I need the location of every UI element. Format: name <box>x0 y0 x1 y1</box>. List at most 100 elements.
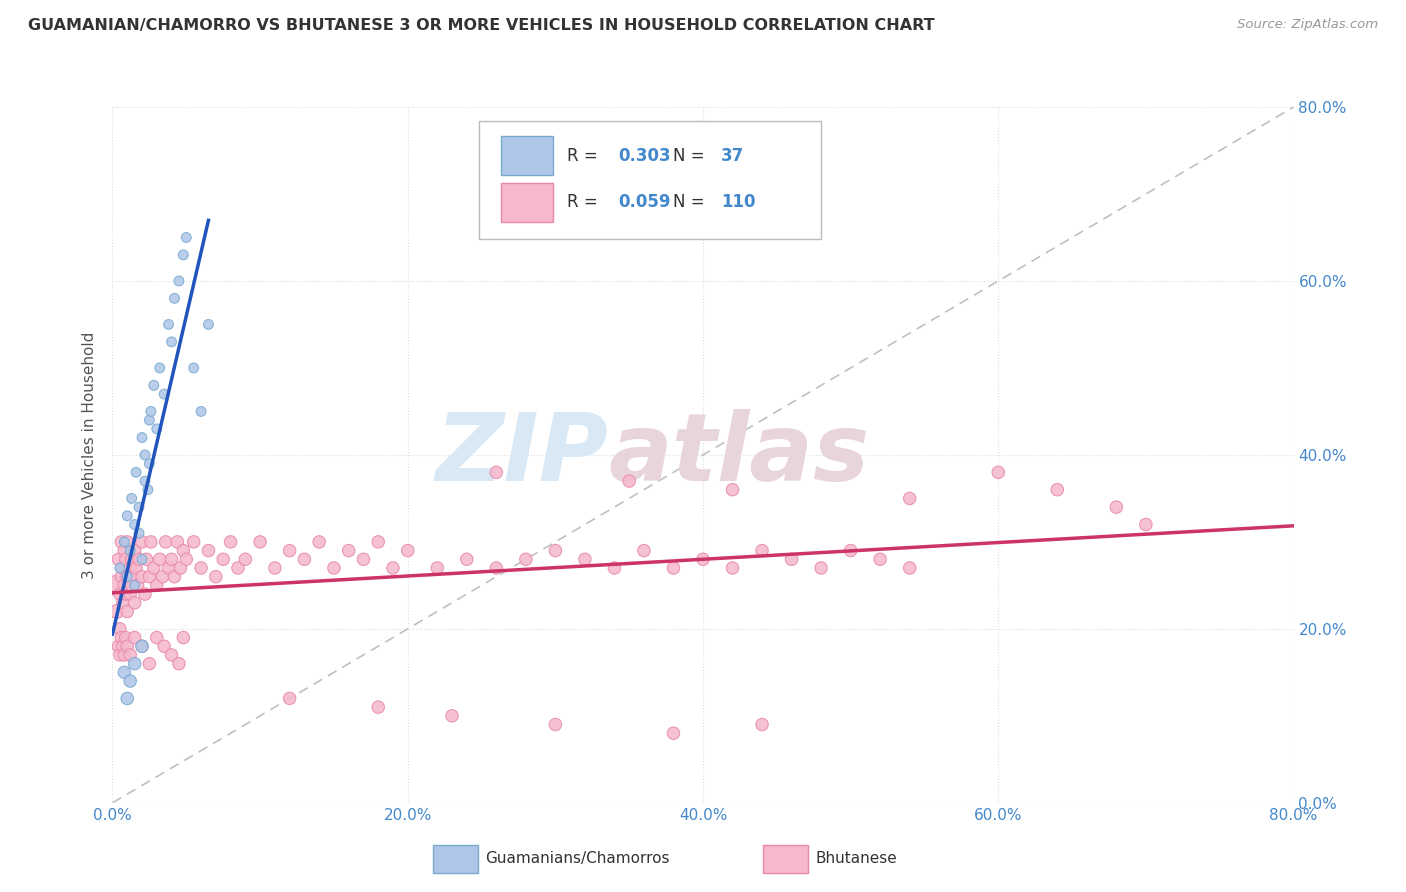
Point <box>139 404 162 418</box>
Point <box>146 631 169 645</box>
Point <box>153 387 176 401</box>
Point <box>169 561 191 575</box>
Point <box>108 561 131 575</box>
Text: Guamanians/Chamorros: Guamanians/Chamorros <box>485 852 669 866</box>
Point <box>131 639 153 653</box>
Point <box>1135 517 1157 532</box>
Point <box>337 543 360 558</box>
Text: GUAMANIAN/CHAMORRO VS BHUTANESE 3 OR MORE VEHICLES IN HOUSEHOLD CORRELATION CHAR: GUAMANIAN/CHAMORRO VS BHUTANESE 3 OR MOR… <box>28 18 935 33</box>
Point <box>441 708 464 723</box>
Text: N =: N = <box>673 147 710 165</box>
Point <box>124 631 146 645</box>
Point <box>107 639 129 653</box>
Point <box>125 561 148 575</box>
Text: R =: R = <box>567 194 603 211</box>
Point <box>120 543 142 558</box>
Point <box>146 422 169 436</box>
Point <box>153 639 176 653</box>
Point <box>138 570 160 584</box>
Point <box>692 552 714 566</box>
Text: Bhutanese: Bhutanese <box>815 852 897 866</box>
Point <box>111 596 134 610</box>
Point <box>323 561 346 575</box>
Point <box>112 543 135 558</box>
Point <box>117 639 138 653</box>
Point <box>721 483 744 497</box>
Point <box>367 534 389 549</box>
Point <box>135 552 157 566</box>
FancyBboxPatch shape <box>478 121 821 239</box>
Point <box>662 726 685 740</box>
Point <box>128 500 150 514</box>
Point <box>160 648 183 662</box>
Point <box>166 534 188 549</box>
Point <box>172 248 194 262</box>
Point <box>898 491 921 506</box>
Point <box>134 448 156 462</box>
Point <box>603 561 626 575</box>
Point <box>396 543 419 558</box>
Point <box>869 552 891 566</box>
Point <box>163 570 186 584</box>
Point <box>172 543 194 558</box>
Text: R =: R = <box>567 147 603 165</box>
Point <box>167 657 190 671</box>
FancyBboxPatch shape <box>501 183 553 222</box>
Point <box>110 570 132 584</box>
Point <box>898 561 921 575</box>
Point <box>108 622 131 636</box>
Point <box>134 474 156 488</box>
Point <box>122 570 145 584</box>
Point <box>108 648 131 662</box>
Point <box>544 543 567 558</box>
Point <box>426 561 449 575</box>
Point <box>544 717 567 731</box>
Point <box>190 404 212 418</box>
Point <box>124 517 146 532</box>
Point <box>138 457 160 471</box>
Point <box>110 534 132 549</box>
Point <box>131 639 153 653</box>
Point <box>197 543 219 558</box>
Point <box>117 570 138 584</box>
Point <box>219 534 242 549</box>
Point <box>117 570 138 584</box>
Point <box>121 552 143 566</box>
Point <box>142 378 165 392</box>
Point <box>574 552 596 566</box>
Point <box>138 657 160 671</box>
Point <box>142 561 165 575</box>
Text: N =: N = <box>673 194 710 211</box>
Point <box>485 561 508 575</box>
Point <box>1046 483 1069 497</box>
Point <box>149 360 172 375</box>
Point <box>205 570 228 584</box>
Point <box>131 431 153 445</box>
Point <box>112 578 135 592</box>
Point <box>124 596 146 610</box>
Point <box>112 648 135 662</box>
Point <box>136 483 159 497</box>
Point <box>146 578 169 592</box>
Point <box>456 552 478 566</box>
Point <box>152 570 174 584</box>
Point <box>183 534 205 549</box>
Point <box>125 466 148 480</box>
Point <box>633 543 655 558</box>
Point <box>163 291 186 305</box>
Point <box>114 587 136 601</box>
Point <box>264 561 287 575</box>
Point <box>308 534 330 549</box>
Point <box>131 570 153 584</box>
Point <box>131 534 153 549</box>
Point <box>108 587 131 601</box>
Point <box>212 552 235 566</box>
Point <box>149 552 172 566</box>
Point <box>160 552 183 566</box>
Point <box>157 561 180 575</box>
Text: 110: 110 <box>721 194 755 211</box>
Point <box>751 543 773 558</box>
Point <box>111 639 134 653</box>
Point <box>120 561 142 575</box>
Point <box>619 474 641 488</box>
